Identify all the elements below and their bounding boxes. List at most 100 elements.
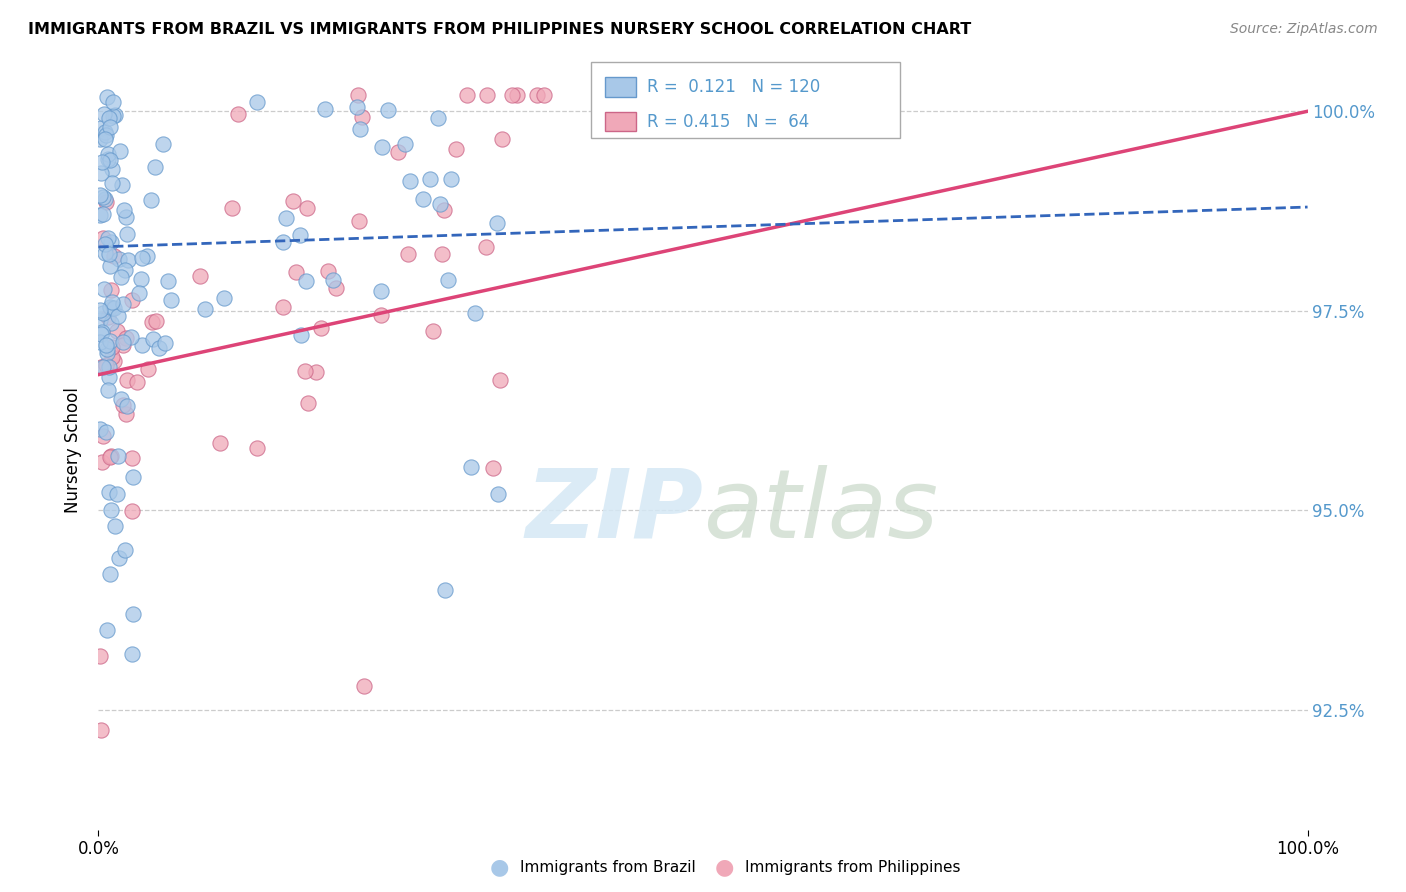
Point [460, 460, 482, 475]
Point [288, 228, 311, 243]
Point [433, 583, 456, 598]
Point [142, 332, 165, 346]
Point [128, 286, 150, 301]
Point [370, 308, 392, 322]
Point [105, 324, 128, 338]
Point [464, 306, 486, 320]
Point [90, 120, 112, 135]
Point [100, 350, 122, 364]
Point [98, 567, 121, 582]
Point [347, 214, 370, 228]
Point [136, 361, 159, 376]
Point [107, 310, 129, 324]
Point [98, 247, 121, 261]
Point [131, 272, 153, 286]
Point [141, 315, 163, 329]
Point [94, 246, 117, 260]
Point [111, 334, 134, 349]
Point [325, 281, 347, 295]
Point [322, 273, 344, 287]
Point [526, 88, 548, 103]
Point [98, 111, 121, 125]
Point [97, 369, 120, 384]
Point [429, 197, 451, 211]
Point [309, 320, 332, 334]
Point [143, 160, 166, 174]
Point [101, 161, 124, 176]
Point [430, 246, 453, 260]
Point [94, 425, 117, 440]
Point [93, 107, 115, 121]
Point [111, 178, 134, 192]
Point [212, 291, 235, 305]
Point [108, 144, 131, 158]
Point [112, 203, 135, 218]
Point [100, 503, 122, 517]
Point [97, 383, 120, 397]
Point [399, 174, 422, 188]
Point [121, 451, 143, 466]
Point [122, 470, 145, 484]
Point [412, 192, 434, 206]
Point [440, 172, 463, 186]
Text: ZIP: ZIP [524, 465, 703, 558]
Point [148, 341, 170, 355]
Point [90, 155, 112, 169]
Point [221, 201, 243, 215]
Point [316, 263, 339, 277]
Point [346, 100, 368, 114]
Point [284, 265, 307, 279]
Point [91, 326, 114, 340]
Point [297, 201, 319, 215]
Point [153, 335, 176, 350]
Point [127, 375, 149, 389]
Point [110, 392, 132, 406]
Point [94, 194, 117, 209]
Point [352, 110, 374, 124]
Point [89, 313, 111, 327]
Point [89, 188, 111, 202]
Point [131, 338, 153, 352]
Point [93, 282, 115, 296]
Point [89, 132, 111, 146]
Point [103, 95, 125, 109]
Point [349, 122, 371, 136]
Point [115, 210, 138, 224]
Point [152, 137, 174, 152]
Point [96, 346, 118, 360]
Point [91, 207, 114, 221]
Text: ●: ● [489, 857, 509, 877]
Point [314, 102, 336, 116]
Point [208, 436, 231, 450]
Point [114, 543, 136, 558]
Point [96, 342, 118, 356]
Point [489, 373, 512, 387]
Point [100, 317, 122, 331]
Point [90, 359, 112, 374]
Point [271, 235, 294, 249]
Point [501, 88, 523, 103]
Point [482, 461, 505, 475]
Point [94, 236, 117, 251]
Point [491, 131, 513, 145]
Point [121, 607, 143, 621]
Point [444, 142, 467, 156]
Point [160, 293, 183, 308]
Point [353, 679, 375, 693]
Y-axis label: Nursery School: Nursery School [65, 387, 83, 514]
Point [98, 120, 121, 134]
Point [94, 131, 117, 145]
Point [246, 95, 269, 109]
Text: Source: ZipAtlas.com: Source: ZipAtlas.com [1230, 22, 1378, 37]
Point [422, 325, 444, 339]
Point [97, 231, 120, 245]
Point [103, 353, 125, 368]
Text: R =  0.121   N = 120: R = 0.121 N = 120 [647, 78, 820, 95]
Point [93, 429, 115, 443]
Point [456, 88, 478, 103]
Point [103, 249, 125, 263]
Point [396, 247, 419, 261]
Point [98, 301, 121, 315]
Text: ●: ● [714, 857, 734, 877]
Point [100, 284, 122, 298]
